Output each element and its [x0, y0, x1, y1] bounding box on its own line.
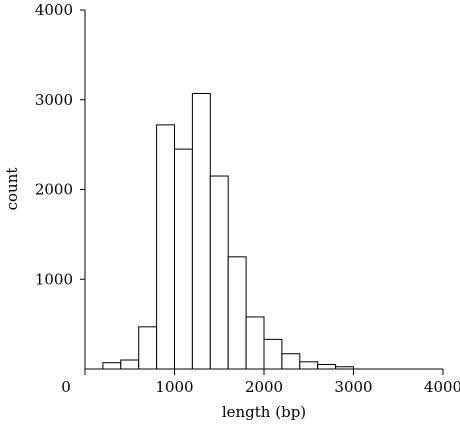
y-tick-label-1: 2000 — [35, 181, 73, 199]
histogram-bar-9 — [263, 338, 283, 370]
x-tick-label-1: 1000 — [155, 378, 193, 396]
histogram-bar-8 — [245, 316, 265, 370]
histogram-bars — [102, 92, 355, 370]
x-axis-title: length (bp) — [222, 403, 306, 421]
x-axis-ticks: 0 1000 2000 3000 4000 — [61, 369, 460, 396]
histogram-bar-7 — [227, 256, 247, 370]
y-axis-title: count — [3, 168, 21, 211]
histogram-bar-5 — [191, 92, 211, 370]
histogram-bar-11 — [299, 361, 319, 370]
x-tick-label-3: 3000 — [334, 378, 372, 396]
histogram-bar-10 — [281, 353, 301, 370]
y-tick-label-2: 3000 — [35, 91, 73, 109]
x-tick-label-2: 2000 — [245, 378, 283, 396]
histogram-bar-4 — [174, 148, 193, 370]
y-axis-ticks: 1000 2000 3000 4000 — [35, 1, 85, 288]
x-tick-label-4: 4000 — [424, 378, 460, 396]
histogram-bar-1 — [120, 359, 140, 370]
histogram-bar-2 — [138, 326, 158, 370]
histogram-bar-3 — [156, 124, 176, 370]
histogram-bar-12 — [317, 364, 337, 370]
y-tick-label-3: 4000 — [35, 1, 73, 19]
y-tick-label-0: 1000 — [35, 270, 73, 288]
axes — [84, 10, 443, 370]
histogram-bar-6 — [209, 175, 229, 370]
histogram-bar-0 — [102, 362, 122, 370]
x-tick-label-0: 0 — [61, 378, 71, 396]
